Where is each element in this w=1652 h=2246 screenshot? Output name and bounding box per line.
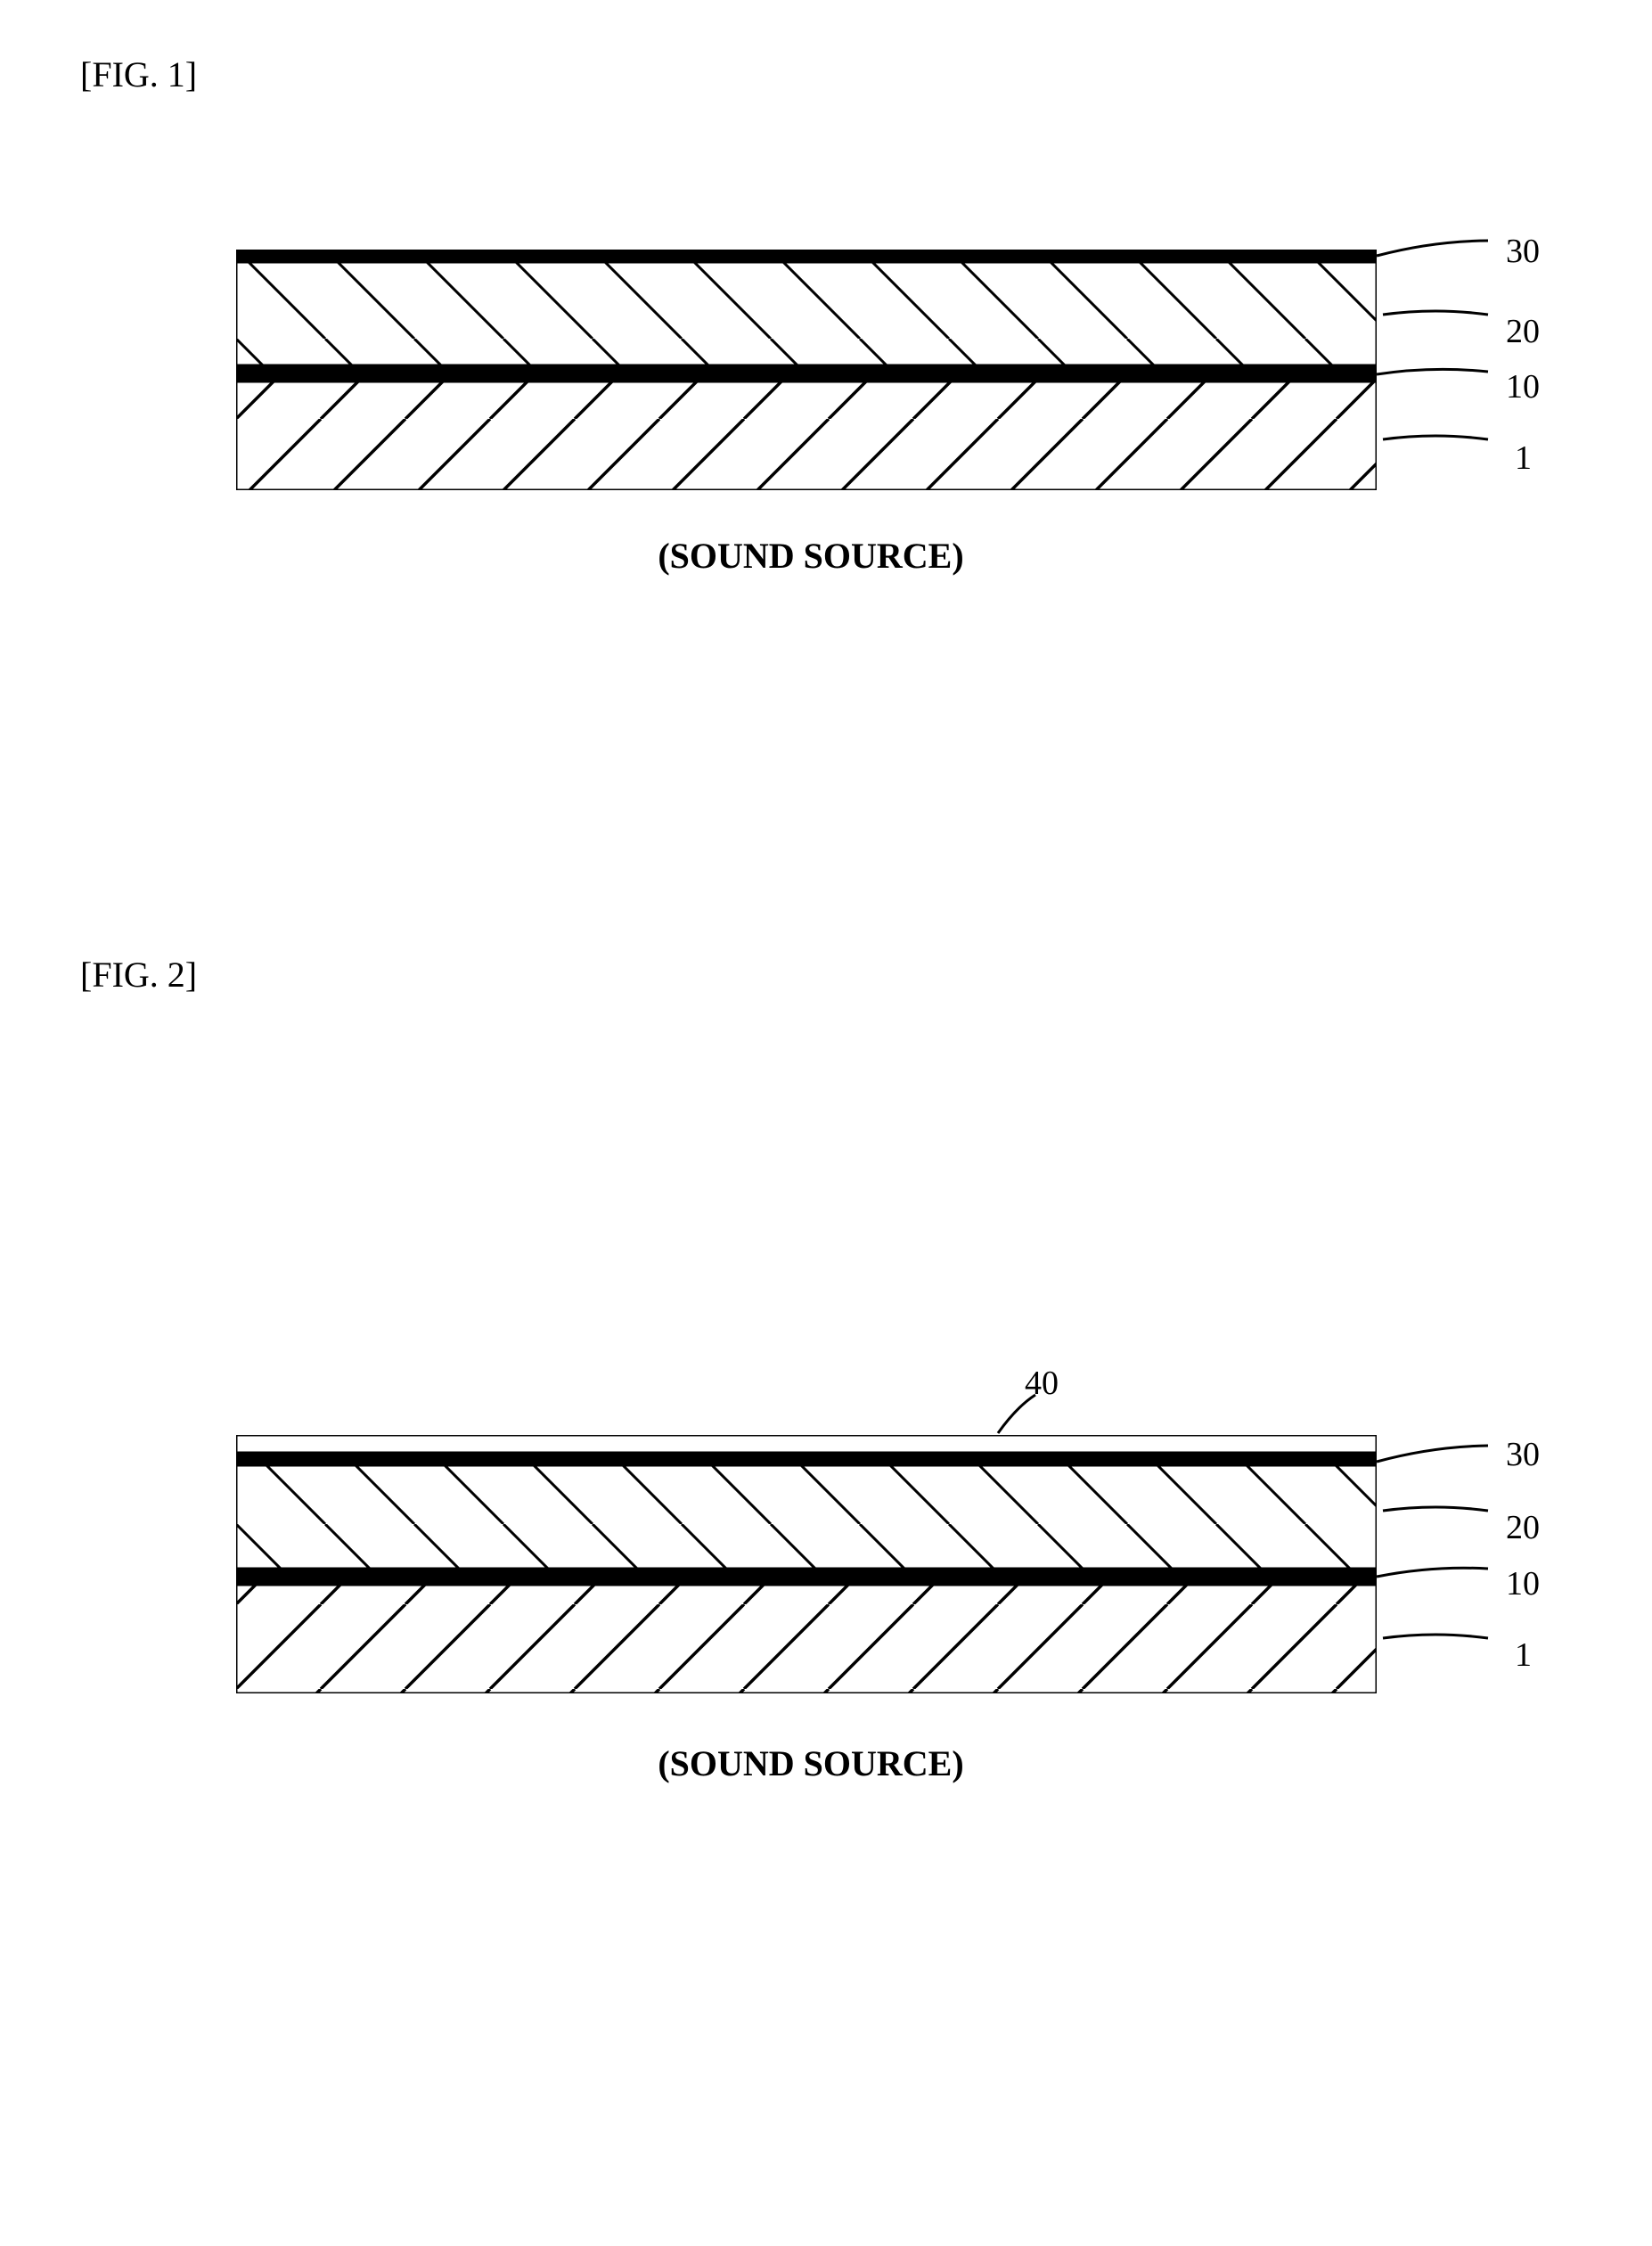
leader-line: [1377, 241, 1488, 256]
layer-20: [236, 1465, 1377, 1569]
ref-label-20: 20: [1506, 312, 1540, 351]
leader-line: [1383, 1635, 1488, 1638]
ref-label-30: 30: [1506, 232, 1540, 271]
fig1-diagram: [236, 250, 1377, 490]
ref-label-10: 10: [1506, 367, 1540, 406]
layer-1: [236, 1585, 1377, 1693]
fig2-caption: (SOUND SOURCE): [187, 1742, 1435, 1784]
layer-40: [236, 1435, 1377, 1453]
ref-label-20: 20: [1506, 1508, 1540, 1547]
ref-label-40: 40: [1025, 1364, 1059, 1403]
fig2-label: [FIG. 2]: [80, 954, 197, 996]
leader-line: [1383, 311, 1488, 315]
fig1-label: [FIG. 1]: [80, 53, 197, 95]
ref-label-1: 1: [1515, 1635, 1532, 1675]
ref-label-10: 10: [1506, 1564, 1540, 1603]
layer-10: [236, 1569, 1377, 1585]
leader-line: [1377, 369, 1488, 374]
layer-10: [236, 365, 1377, 381]
leader-line: [1377, 1568, 1488, 1577]
fig1-caption: (SOUND SOURCE): [187, 535, 1435, 577]
leader-line: [1383, 436, 1488, 439]
layer-30: [236, 250, 1377, 262]
layer-1: [236, 381, 1377, 490]
leader-line: [1377, 1446, 1488, 1462]
fig2-diagram: [236, 1435, 1377, 1693]
layer-20: [236, 262, 1377, 365]
leader-line: [1383, 1507, 1488, 1511]
ref-label-30: 30: [1506, 1435, 1540, 1474]
ref-label-1: 1: [1515, 439, 1532, 478]
layer-30: [236, 1453, 1377, 1465]
